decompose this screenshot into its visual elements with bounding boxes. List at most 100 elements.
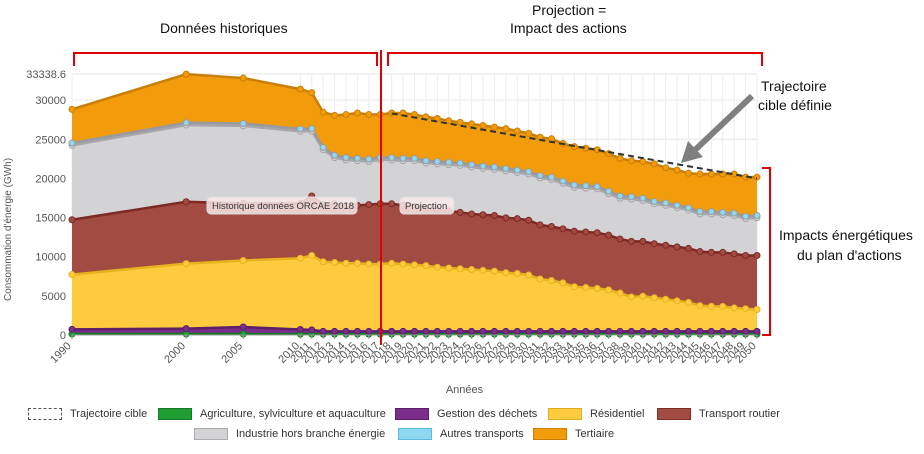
data-point bbox=[616, 289, 624, 297]
legend-item-residentiel[interactable]: Résidentiel bbox=[548, 408, 644, 420]
x-tick-label: 2005 bbox=[219, 340, 245, 366]
data-point bbox=[468, 210, 476, 218]
data-point bbox=[639, 327, 647, 335]
data-point bbox=[296, 254, 304, 262]
data-point bbox=[650, 160, 658, 168]
data-point bbox=[388, 327, 396, 335]
y-tick-label: 20000 bbox=[35, 173, 66, 185]
data-point bbox=[525, 216, 533, 224]
impacts-bracket bbox=[762, 167, 771, 336]
area-industrie bbox=[72, 125, 757, 256]
data-point bbox=[479, 327, 487, 335]
data-point bbox=[468, 266, 476, 274]
data-point bbox=[730, 250, 738, 258]
data-point bbox=[456, 327, 464, 335]
data-point bbox=[388, 154, 396, 162]
legend-label: Agriculture, sylviculture et aquaculture bbox=[200, 408, 386, 420]
data-point bbox=[490, 267, 498, 275]
data-point bbox=[331, 327, 339, 335]
legend-item-target[interactable]: Trajectoire cible bbox=[28, 408, 147, 420]
y-tick-label: 10000 bbox=[35, 252, 66, 264]
legend-label: Gestion des déchets bbox=[437, 408, 538, 420]
legend-item-agriculture[interactable]: Agriculture, sylviculture et aquaculture bbox=[158, 408, 386, 420]
data-point bbox=[753, 327, 761, 335]
data-point bbox=[662, 327, 670, 335]
tertiaire-swatch-icon bbox=[533, 428, 567, 440]
data-point bbox=[582, 284, 590, 292]
data-point bbox=[719, 208, 727, 216]
data-point bbox=[662, 164, 670, 172]
data-point bbox=[331, 111, 339, 119]
data-point bbox=[616, 192, 624, 200]
x-tick-label: 1990 bbox=[48, 340, 74, 366]
legend-item-tertiaire[interactable]: Tertiaire bbox=[533, 428, 614, 440]
data-point bbox=[331, 259, 339, 267]
legend-label: Résidentiel bbox=[590, 408, 645, 420]
legend-item-autres-transports[interactable]: Autres transports bbox=[398, 428, 524, 440]
arrow-head-icon bbox=[681, 141, 703, 163]
data-point bbox=[536, 172, 544, 180]
data-point bbox=[753, 212, 761, 220]
data-point bbox=[662, 199, 670, 207]
data-point bbox=[319, 108, 327, 116]
data-point bbox=[639, 237, 647, 245]
historical-bracket bbox=[73, 52, 378, 66]
data-point bbox=[308, 251, 316, 259]
data-point bbox=[559, 225, 567, 233]
residentiel-swatch-icon bbox=[548, 408, 582, 420]
data-point bbox=[353, 327, 361, 335]
data-point bbox=[650, 294, 658, 302]
data-point bbox=[685, 204, 692, 212]
data-point bbox=[342, 259, 350, 267]
data-point bbox=[353, 109, 361, 117]
data-point bbox=[365, 111, 373, 119]
legend-item-dechets[interactable]: Gestion des déchets bbox=[395, 408, 537, 420]
legend-label: Transport routier bbox=[699, 408, 780, 420]
data-point bbox=[650, 197, 658, 205]
data-point bbox=[673, 297, 681, 305]
x-axis-title: Années bbox=[446, 384, 484, 396]
data-point bbox=[342, 111, 350, 119]
data-point bbox=[433, 263, 441, 271]
data-point bbox=[548, 277, 555, 285]
data-point bbox=[182, 119, 190, 127]
legend-item-transport-routier[interactable]: Transport routier bbox=[657, 408, 780, 420]
target-trajectory-line bbox=[391, 112, 758, 180]
data-point bbox=[753, 305, 761, 313]
agriculture-swatch-icon bbox=[158, 408, 192, 420]
data-point bbox=[433, 327, 441, 335]
legend-item-industrie[interactable]: Industrie hors branche énergie bbox=[194, 428, 385, 440]
data-point bbox=[536, 221, 544, 229]
data-point bbox=[68, 271, 76, 279]
projection-annotation-line2: Impact des actions bbox=[510, 20, 627, 36]
data-point bbox=[365, 201, 373, 209]
data-point bbox=[365, 155, 373, 163]
data-point bbox=[582, 327, 590, 335]
data-point bbox=[479, 122, 487, 130]
data-point bbox=[662, 241, 670, 249]
data-point bbox=[456, 208, 464, 216]
data-point bbox=[445, 158, 453, 166]
data-point bbox=[513, 215, 521, 223]
data-point bbox=[742, 251, 750, 259]
data-point bbox=[719, 327, 727, 335]
data-point bbox=[627, 293, 635, 301]
area-transport_routier bbox=[72, 195, 757, 310]
data-point bbox=[570, 227, 578, 235]
data-point bbox=[239, 74, 247, 82]
data-point bbox=[239, 256, 247, 264]
data-point bbox=[616, 154, 624, 162]
data-point bbox=[445, 327, 453, 335]
historical-annotation: Données historiques bbox=[160, 20, 288, 36]
industrie-swatch-icon bbox=[194, 428, 228, 440]
data-point bbox=[639, 194, 647, 202]
data-point bbox=[639, 292, 647, 300]
data-point bbox=[719, 248, 727, 256]
data-point bbox=[707, 208, 715, 216]
x-tick-label: 2000 bbox=[162, 340, 188, 366]
data-point bbox=[593, 327, 601, 335]
data-point bbox=[673, 166, 681, 174]
transport-routier-swatch-icon bbox=[657, 408, 691, 420]
data-point bbox=[730, 304, 738, 312]
data-point bbox=[182, 70, 190, 78]
